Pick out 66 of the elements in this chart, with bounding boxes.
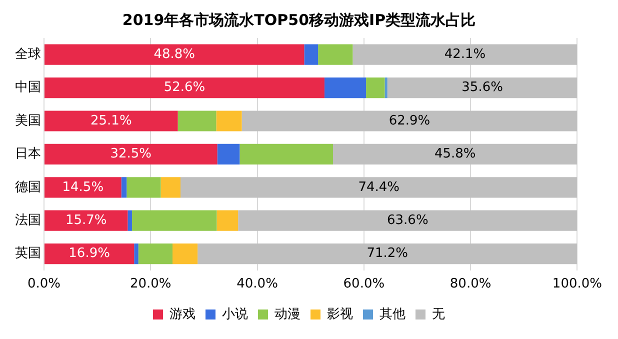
legend-label: 其他	[380, 306, 406, 322]
bar	[333, 144, 578, 164]
bar	[44, 110, 178, 132]
y-tick-label: 日本	[15, 146, 41, 162]
data-label: 32.5%	[110, 146, 152, 162]
x-tick-label: 0.0%	[27, 276, 61, 292]
x-tick-label: 40.0%	[236, 276, 278, 292]
legend-label: 无	[432, 306, 445, 322]
y-tick-label: 英国	[15, 246, 41, 262]
bar	[240, 144, 334, 164]
x-tick-label: 60.0%	[343, 276, 385, 292]
bar	[44, 244, 134, 264]
bar	[44, 144, 218, 164]
bar	[44, 44, 304, 65]
data-label: 16.9%	[68, 246, 110, 262]
bar	[172, 244, 198, 264]
bar	[134, 244, 138, 264]
bar	[387, 78, 578, 98]
bar	[238, 210, 578, 231]
legend-label: 游戏	[170, 306, 196, 322]
data-label: 14.5%	[62, 180, 104, 195]
data-label: 45.8%	[434, 146, 476, 162]
bar	[128, 210, 132, 231]
y-tick-label: 全球	[15, 46, 41, 62]
legend-label: 小说	[222, 306, 248, 322]
data-label: 35.6%	[462, 80, 503, 96]
y-tick-label: 德国	[15, 180, 41, 195]
legend-label: 影视	[327, 306, 353, 322]
bar	[178, 110, 216, 132]
bar	[121, 177, 127, 198]
legend-label: 动漫	[274, 306, 300, 322]
chart-title: 2019年各市场流水TOP50移动游戏IP类型流水占比	[122, 10, 476, 29]
bar	[44, 177, 122, 198]
data-label: 15.7%	[65, 212, 107, 228]
bar	[242, 110, 578, 132]
bar	[138, 244, 173, 264]
data-label: 74.4%	[358, 180, 400, 195]
bar	[216, 110, 242, 132]
y-tick-label: 中国	[15, 80, 41, 96]
x-tick-label: 20.0%	[130, 276, 172, 292]
bar	[216, 210, 238, 231]
data-label: 52.6%	[164, 80, 206, 96]
x-tick-label: 80.0%	[450, 276, 492, 292]
bar	[160, 177, 181, 198]
bar	[324, 78, 366, 98]
data-label: 62.9%	[388, 113, 430, 128]
data-label: 71.2%	[366, 246, 408, 262]
bar	[44, 78, 324, 98]
data-label: 63.6%	[386, 212, 428, 228]
bar	[304, 44, 318, 65]
bar	[126, 177, 161, 198]
bar	[318, 44, 353, 65]
bar	[44, 210, 128, 231]
bar	[352, 44, 578, 65]
bar	[132, 210, 217, 231]
data-label: 42.1%	[444, 46, 486, 62]
x-tick-label: 100.0%	[552, 276, 602, 292]
bar	[217, 144, 240, 164]
bar	[198, 244, 578, 264]
y-tick-label: 美国	[15, 112, 41, 128]
y-tick-label: 法国	[15, 212, 41, 228]
bar	[366, 78, 385, 98]
bar	[180, 177, 578, 198]
data-label: 25.1%	[90, 113, 132, 128]
data-label: 48.8%	[154, 46, 196, 62]
bar	[384, 78, 388, 98]
